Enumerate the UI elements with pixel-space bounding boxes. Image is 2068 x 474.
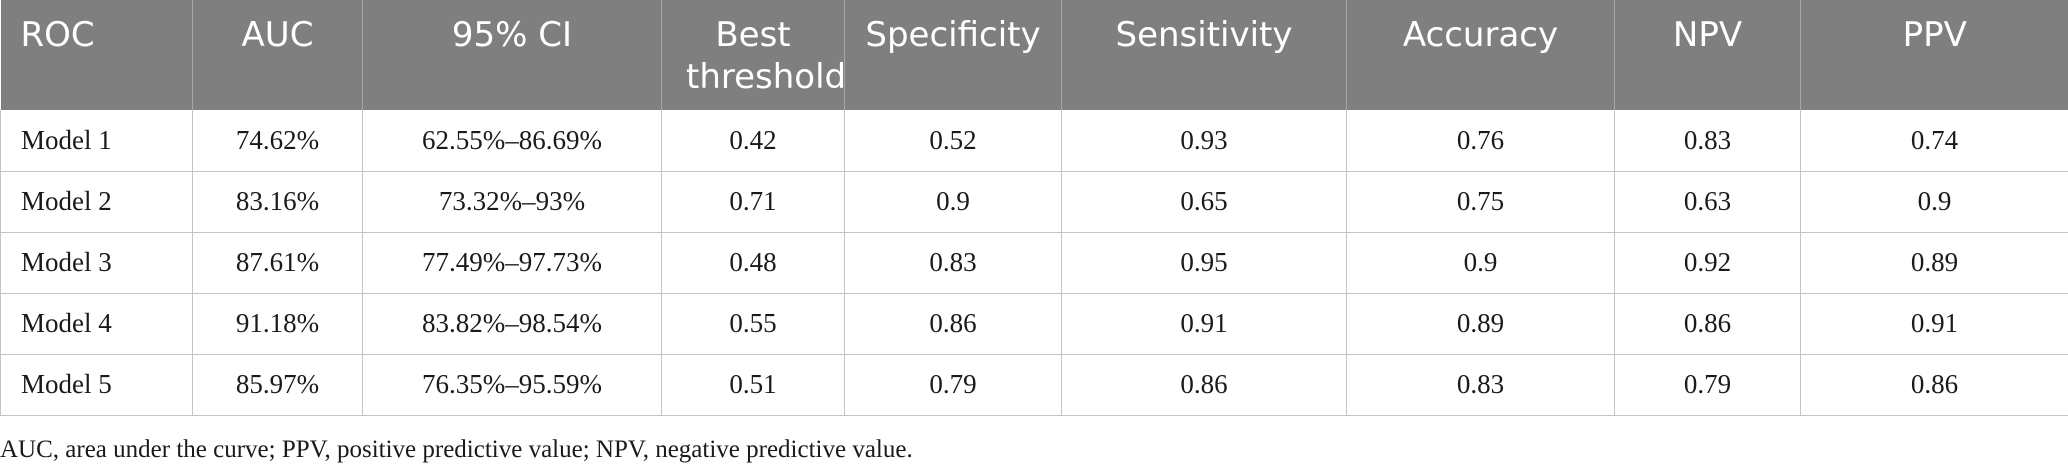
table-footnote: AUC, area under the curve; PPV, positive…	[0, 436, 913, 463]
ppv-cell: 0.91	[1800, 292, 2068, 355]
header-specificity: Specificity	[844, 0, 1062, 110]
ci-cell: 76.35%–95.59%	[362, 353, 662, 416]
accuracy-cell: 0.83	[1346, 353, 1615, 416]
ppv-cell: 0.89	[1800, 231, 2068, 294]
row-label: Model 3	[0, 231, 193, 294]
accuracy-cell: 0.89	[1346, 292, 1615, 355]
threshold-cell: 0.42	[661, 110, 845, 172]
table-row: Model 3 87.61% 77.49%–97.73% 0.48 0.83 0…	[0, 231, 2068, 294]
accuracy-cell: 0.76	[1346, 110, 1615, 172]
header-ppv: PPV	[1800, 0, 2068, 110]
row-label: Model 1	[0, 110, 193, 172]
auc-cell: 91.18%	[192, 292, 363, 355]
header-sensitivity: Sensitivity	[1061, 0, 1347, 110]
specificity-cell: 0.52	[844, 110, 1062, 172]
table-row: Model 1 74.62% 62.55%–86.69% 0.42 0.52 0…	[0, 110, 2068, 172]
ppv-cell: 0.74	[1800, 110, 2068, 172]
results-table-container: ROC AUC 95% CI Best threshold Specificit…	[0, 0, 2068, 416]
threshold-cell: 0.51	[661, 353, 845, 416]
accuracy-cell: 0.75	[1346, 170, 1615, 233]
row-label: Model 4	[0, 292, 193, 355]
threshold-cell: 0.48	[661, 231, 845, 294]
specificity-cell: 0.83	[844, 231, 1062, 294]
threshold-cell: 0.71	[661, 170, 845, 233]
ci-cell: 73.32%–93%	[362, 170, 662, 233]
sensitivity-cell: 0.86	[1061, 353, 1347, 416]
npv-cell: 0.92	[1614, 231, 1801, 294]
ppv-cell: 0.9	[1800, 170, 2068, 233]
row-label: Model 2	[0, 170, 193, 233]
table-header-row: ROC AUC 95% CI Best threshold Specificit…	[0, 0, 2068, 110]
row-label: Model 5	[0, 353, 193, 416]
npv-cell: 0.83	[1614, 110, 1801, 172]
auc-cell: 85.97%	[192, 353, 363, 416]
header-npv: NPV	[1614, 0, 1801, 110]
table-row: Model 5 85.97% 76.35%–95.59% 0.51 0.79 0…	[0, 353, 2068, 416]
header-95-ci: 95% CI	[362, 0, 662, 110]
table-row: Model 2 83.16% 73.32%–93% 0.71 0.9 0.65 …	[0, 170, 2068, 233]
sensitivity-cell: 0.95	[1061, 231, 1347, 294]
roc-results-table: ROC AUC 95% CI Best threshold Specificit…	[0, 0, 2068, 416]
sensitivity-cell: 0.91	[1061, 292, 1347, 355]
header-roc: ROC	[0, 0, 193, 110]
header-accuracy: Accuracy	[1346, 0, 1615, 110]
npv-cell: 0.86	[1614, 292, 1801, 355]
specificity-cell: 0.86	[844, 292, 1062, 355]
sensitivity-cell: 0.93	[1061, 110, 1347, 172]
specificity-cell: 0.9	[844, 170, 1062, 233]
ci-cell: 62.55%–86.69%	[362, 110, 662, 172]
specificity-cell: 0.79	[844, 353, 1062, 416]
auc-cell: 83.16%	[192, 170, 363, 233]
threshold-cell: 0.55	[661, 292, 845, 355]
npv-cell: 0.79	[1614, 353, 1801, 416]
npv-cell: 0.63	[1614, 170, 1801, 233]
ci-cell: 83.82%–98.54%	[362, 292, 662, 355]
ppv-cell: 0.86	[1800, 353, 2068, 416]
sensitivity-cell: 0.65	[1061, 170, 1347, 233]
header-auc: AUC	[192, 0, 363, 110]
auc-cell: 74.62%	[192, 110, 363, 172]
table-row: Model 4 91.18% 83.82%–98.54% 0.55 0.86 0…	[0, 292, 2068, 355]
accuracy-cell: 0.9	[1346, 231, 1615, 294]
header-best-threshold: Best threshold	[661, 0, 846, 110]
auc-cell: 87.61%	[192, 231, 363, 294]
ci-cell: 77.49%–97.73%	[362, 231, 662, 294]
